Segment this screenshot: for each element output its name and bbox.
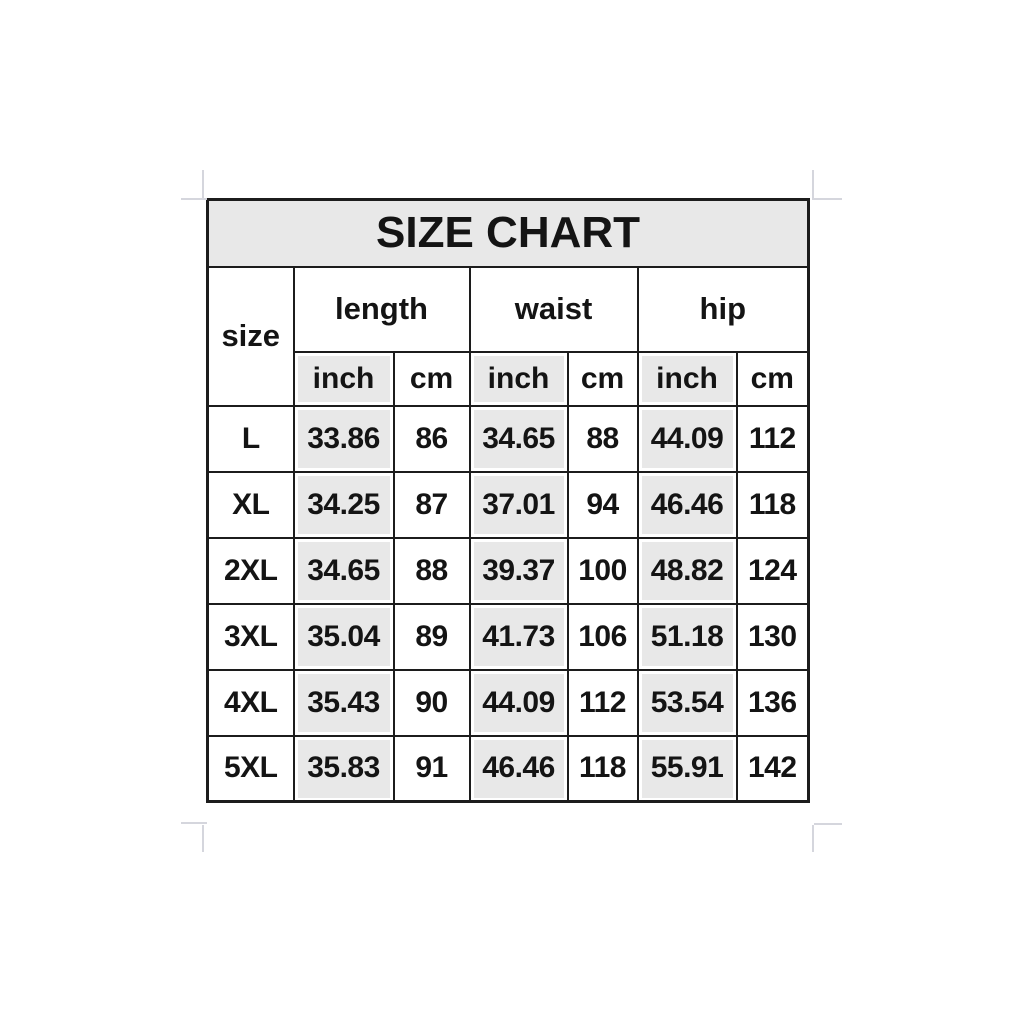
data-cell-hip-inch: 48.82 bbox=[636, 536, 738, 605]
header-waist: waist bbox=[468, 265, 639, 353]
data-cell-length-inch: 35.04 bbox=[292, 602, 395, 671]
title-row: SIZE CHART bbox=[206, 198, 810, 268]
crop-mark-bottom-right-v bbox=[812, 825, 814, 852]
data-cell-length-cm: 89 bbox=[392, 602, 471, 671]
header-hip: hip bbox=[636, 265, 810, 353]
data-cell-hip-cm: 136 bbox=[735, 668, 810, 737]
data-cell-hip-inch: 46.46 bbox=[636, 470, 738, 539]
chart-title: SIZE CHART bbox=[206, 198, 810, 268]
data-cell-waist-cm: 88 bbox=[566, 404, 639, 473]
row-label: 2XL bbox=[206, 536, 295, 605]
unit-hip-inch: inch bbox=[636, 350, 738, 407]
size-row-4xl: 4XL 35.43 90 44.09 112 53.54 136 bbox=[206, 668, 810, 737]
data-cell-hip-cm: 124 bbox=[735, 536, 810, 605]
data-cell-length-inch: 33.86 bbox=[292, 404, 395, 473]
data-cell-length-inch: 34.25 bbox=[292, 470, 395, 539]
data-cell-waist-cm: 94 bbox=[566, 470, 639, 539]
data-cell-length-cm: 90 bbox=[392, 668, 471, 737]
data-cell-length-cm: 88 bbox=[392, 536, 471, 605]
data-cell-length-cm: 87 bbox=[392, 470, 471, 539]
data-cell-hip-inch: 53.54 bbox=[636, 668, 738, 737]
data-cell-hip-cm: 118 bbox=[735, 470, 810, 539]
data-cell-hip-cm: 112 bbox=[735, 404, 810, 473]
data-cell-waist-cm: 118 bbox=[566, 734, 639, 803]
data-cell-hip-cm: 142 bbox=[735, 734, 810, 803]
size-row-5xl: 5XL 35.83 91 46.46 118 55.91 142 bbox=[206, 734, 810, 803]
unit-length-inch: inch bbox=[292, 350, 395, 407]
data-cell-waist-cm: 112 bbox=[566, 668, 639, 737]
data-cell-waist-inch: 37.01 bbox=[468, 470, 569, 539]
row-label: 5XL bbox=[206, 734, 295, 803]
size-row-xl: XL 34.25 87 37.01 94 46.46 118 bbox=[206, 470, 810, 539]
size-row-l: L 33.86 86 34.65 88 44.09 112 bbox=[206, 404, 810, 473]
row-label: XL bbox=[206, 470, 295, 539]
data-cell-waist-cm: 100 bbox=[566, 536, 639, 605]
data-cell-hip-inch: 51.18 bbox=[636, 602, 738, 671]
data-cell-waist-inch: 46.46 bbox=[468, 734, 569, 803]
data-cell-waist-inch: 34.65 bbox=[468, 404, 569, 473]
data-cell-waist-inch: 41.73 bbox=[468, 602, 569, 671]
data-cell-length-cm: 86 bbox=[392, 404, 471, 473]
unit-length-cm: cm bbox=[392, 350, 471, 407]
data-cell-waist-inch: 39.37 bbox=[468, 536, 569, 605]
row-label: L bbox=[206, 404, 295, 473]
size-row-3xl: 3XL 35.04 89 41.73 106 51.18 130 bbox=[206, 602, 810, 671]
data-cell-length-inch: 34.65 bbox=[292, 536, 395, 605]
unit-waist-inch: inch bbox=[468, 350, 569, 407]
crop-mark-top-right-v bbox=[812, 170, 814, 200]
size-row-2xl: 2XL 34.65 88 39.37 100 48.82 124 bbox=[206, 536, 810, 605]
crop-mark-top-right-h bbox=[814, 198, 842, 200]
data-cell-length-inch: 35.43 bbox=[292, 668, 395, 737]
data-cell-waist-cm: 106 bbox=[566, 602, 639, 671]
row-label: 4XL bbox=[206, 668, 295, 737]
unit-hip-cm: cm bbox=[735, 350, 810, 407]
data-cell-length-cm: 91 bbox=[392, 734, 471, 803]
group-header-row: size length waist hip bbox=[206, 265, 810, 407]
header-size: size bbox=[206, 265, 295, 407]
data-cell-hip-inch: 44.09 bbox=[636, 404, 738, 473]
crop-mark-bottom-left-v bbox=[202, 825, 204, 852]
data-cell-length-inch: 35.83 bbox=[292, 734, 395, 803]
data-cell-waist-inch: 44.09 bbox=[468, 668, 569, 737]
data-cell-hip-cm: 130 bbox=[735, 602, 810, 671]
header-length: length bbox=[292, 265, 471, 353]
size-chart-table: SIZE CHART size length waist hip inch cm… bbox=[206, 198, 811, 803]
crop-mark-bottom-right-h bbox=[814, 823, 842, 825]
row-label: 3XL bbox=[206, 602, 295, 671]
unit-waist-cm: cm bbox=[566, 350, 639, 407]
data-cell-hip-inch: 55.91 bbox=[636, 734, 738, 803]
unit-header-row: inch cm inch cm inch cm bbox=[208, 350, 810, 407]
crop-mark-top-left-v bbox=[202, 170, 204, 200]
crop-mark-top-left-h bbox=[181, 198, 207, 200]
crop-mark-bottom-left-h bbox=[181, 822, 207, 824]
